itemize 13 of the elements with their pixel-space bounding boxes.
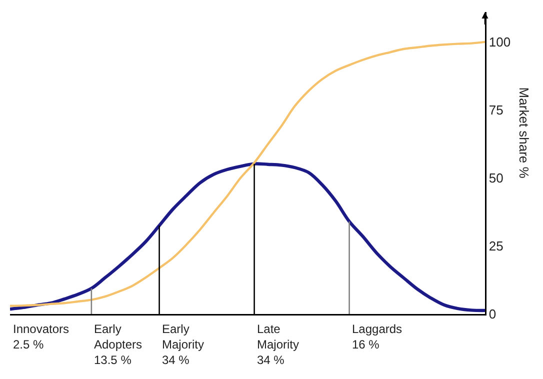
y-tick-label: 0 [488, 306, 496, 322]
text: Innovators 2.5 % [13, 322, 70, 352]
text: Early Adopters 13.5 % [94, 322, 142, 368]
text: Laggards 16 % [352, 322, 402, 352]
text: Early Majority 34 % [162, 322, 204, 368]
y-tick-label: 50 [488, 170, 504, 186]
y-tick-label: 25 [488, 238, 504, 254]
y-tick-label: 75 [488, 102, 504, 118]
line-series [10, 162, 485, 312]
text: Late Majority 34 % [257, 322, 300, 368]
y-axis-title: Market share % [516, 87, 532, 179]
line-series [10, 40, 485, 307]
y-tick-label: 100 [488, 34, 511, 50]
